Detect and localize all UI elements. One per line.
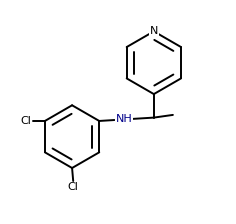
Text: NH: NH: [115, 114, 132, 125]
Text: Cl: Cl: [68, 182, 79, 192]
Text: Cl: Cl: [21, 116, 31, 126]
Text: N: N: [150, 26, 158, 36]
